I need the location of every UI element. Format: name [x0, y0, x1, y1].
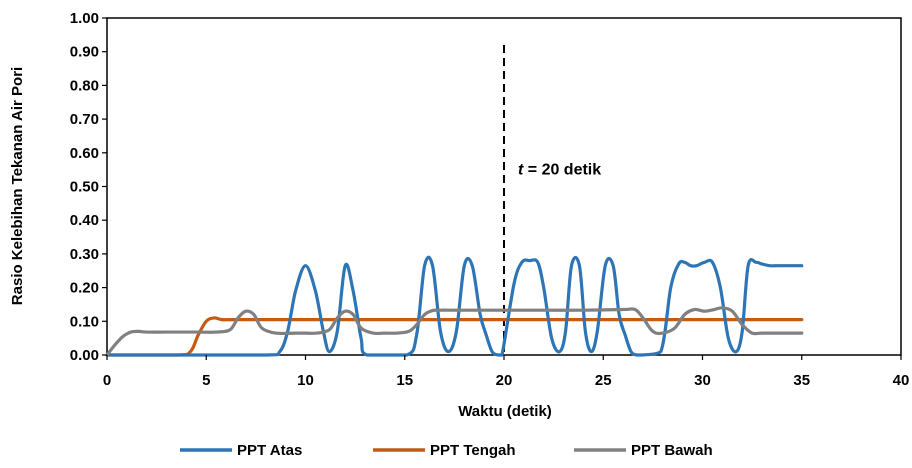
x-tick-label: 0: [103, 372, 111, 389]
y-tick-label: 0.60: [70, 145, 99, 162]
legend-label: PPT Tengah: [430, 442, 516, 459]
annotation-variable: t: [518, 162, 524, 179]
x-tick-label: 10: [297, 372, 314, 389]
x-tick-label: 5: [202, 372, 210, 389]
x-tick-label: 30: [694, 372, 711, 389]
y-tick-label: 1.00: [70, 10, 99, 27]
series-line-ppt-bawah: [105, 306, 804, 357]
x-tick-label: 25: [595, 372, 612, 389]
x-tick-label: 35: [793, 372, 810, 389]
x-tick-label: 20: [496, 372, 513, 389]
legend-label: PPT Bawah: [631, 442, 713, 459]
y-tick-label: 0.90: [70, 44, 99, 61]
legend: PPT Atas PPT Tengah PPT Bawah: [180, 442, 713, 459]
x-axis-title: Waktu (detik): [458, 403, 552, 420]
legend-label: PPT Atas: [237, 442, 302, 459]
y-tick-label: 0.40: [70, 212, 99, 229]
y-tick-label: 0.50: [70, 179, 99, 196]
legend-item-ppt-atas: PPT Atas: [180, 442, 302, 459]
y-tick-label: 0.70: [70, 111, 99, 128]
y-tick-label: 0.80: [70, 77, 99, 94]
y-axis-title: Rasio Kelebihan Tekanan Air Pori: [9, 67, 26, 305]
x-tick-label: 15: [396, 372, 413, 389]
y-tick-label: 0.30: [70, 246, 99, 263]
x-tick-label: 40: [893, 372, 910, 389]
y-tick-label: 0.10: [70, 313, 99, 330]
legend-item-ppt-bawah: PPT Bawah: [574, 442, 713, 459]
y-tick-label: 0.00: [70, 347, 99, 364]
annotation-label: t = 20 detik: [518, 162, 601, 179]
y-tick-label: 0.20: [70, 280, 99, 297]
series-line-ppt-atas: [105, 255, 804, 357]
legend-item-ppt-tengah: PPT Tengah: [373, 442, 516, 459]
annotation-text: = 20 detik: [523, 162, 601, 179]
